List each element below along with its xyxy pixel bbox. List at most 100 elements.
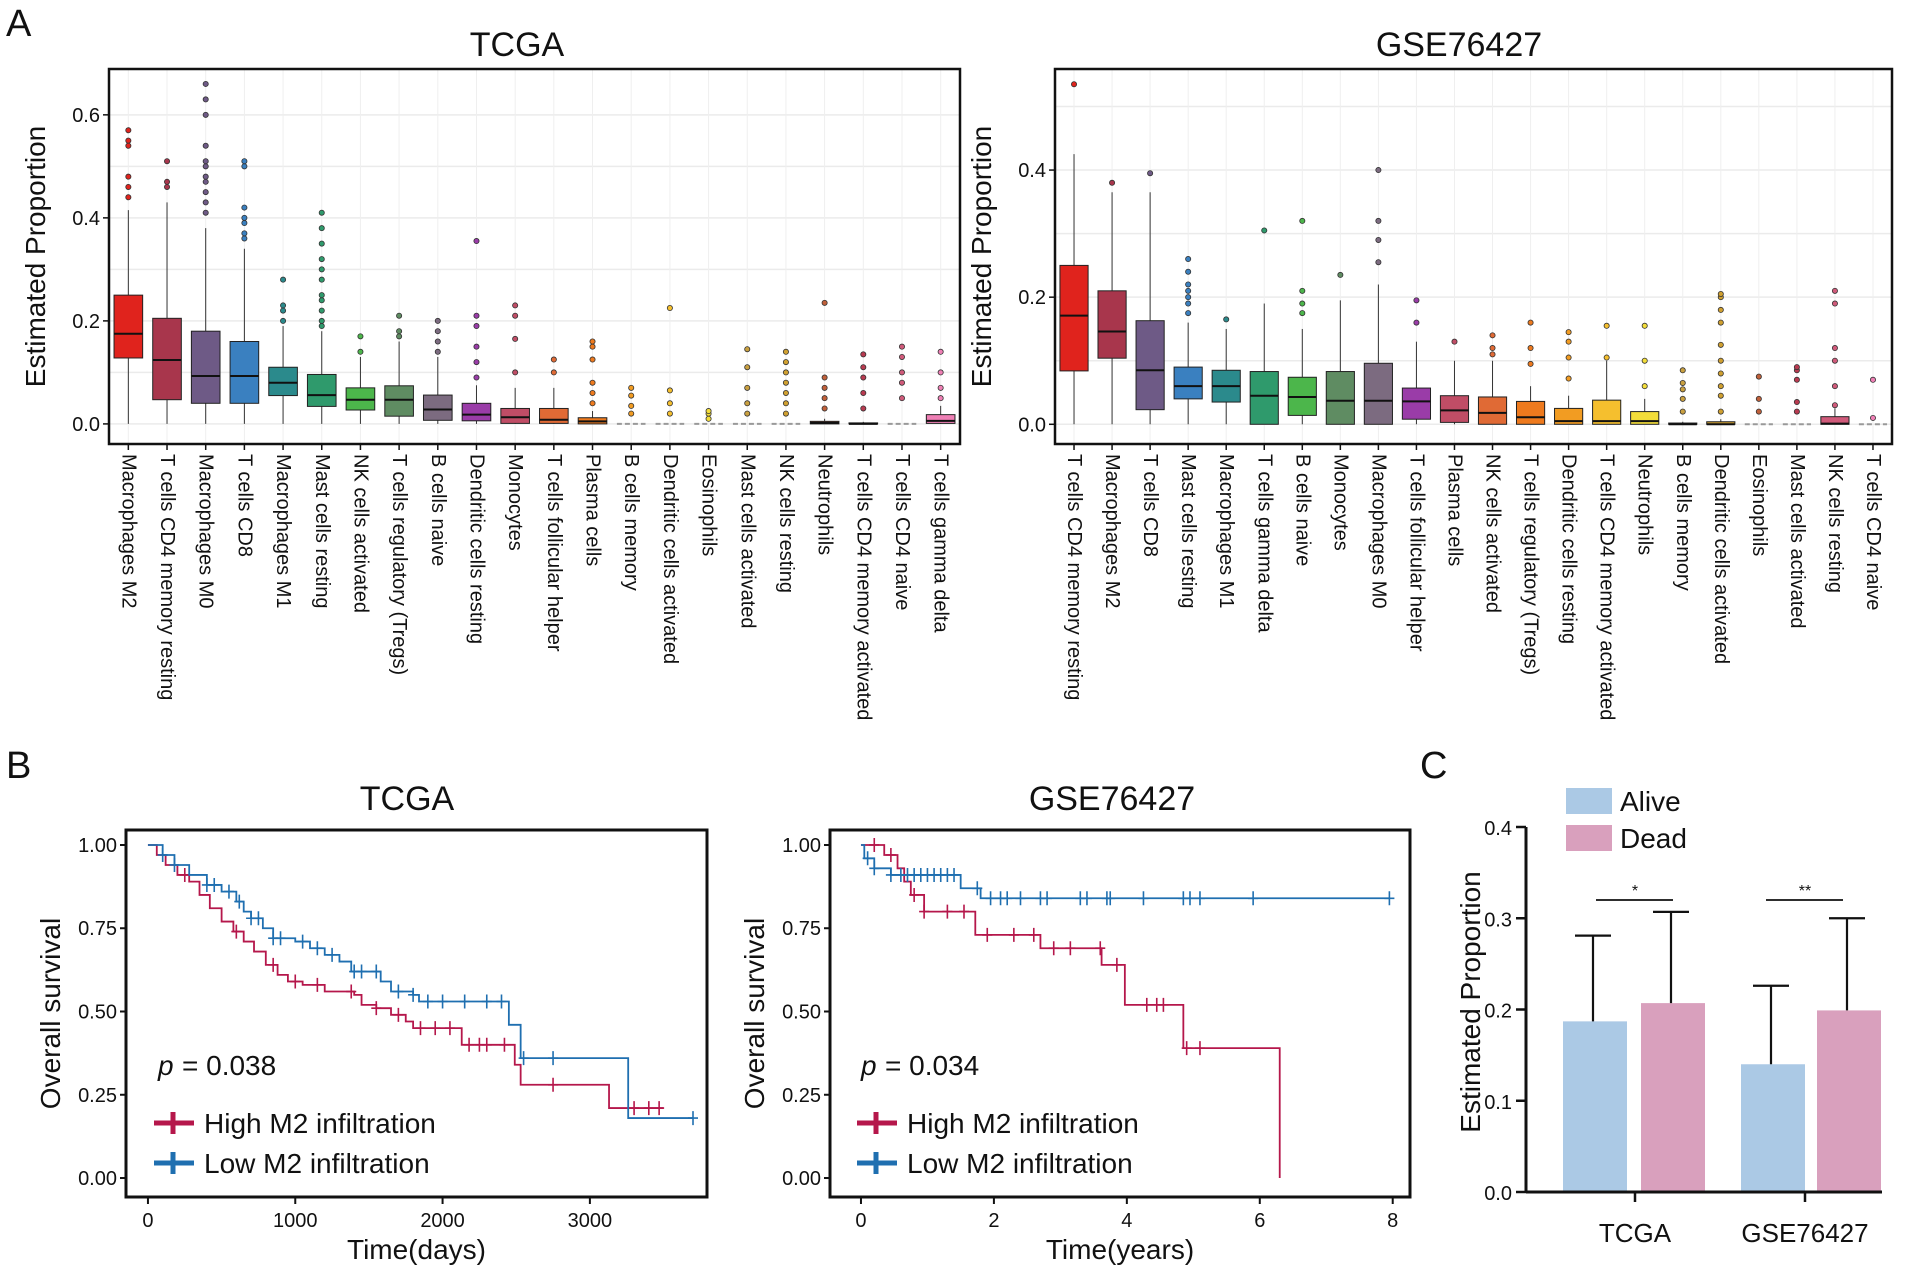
x-axis-title: Time(days) bbox=[347, 1234, 486, 1265]
outlier-point bbox=[628, 392, 635, 399]
outlier-point bbox=[1869, 376, 1876, 383]
box bbox=[500, 407, 530, 424]
outlier-point bbox=[1185, 287, 1192, 294]
censor-mark bbox=[972, 881, 983, 896]
legend-label: Dead bbox=[1620, 823, 1687, 854]
x-tick-label: 2000 bbox=[420, 1210, 465, 1232]
error-bar bbox=[1753, 984, 1789, 1065]
outlier-point bbox=[202, 209, 209, 216]
panel-letter-a: A bbox=[6, 3, 32, 45]
legend-label: Low M2 infiltration bbox=[204, 1148, 430, 1179]
outlier-point bbox=[1375, 259, 1382, 266]
censor-mark bbox=[209, 877, 220, 892]
outlier-point bbox=[318, 225, 325, 232]
outlier-point bbox=[202, 178, 209, 185]
outlier-point bbox=[1679, 395, 1686, 402]
outlier-point bbox=[1679, 408, 1686, 415]
outlier-point bbox=[434, 348, 441, 355]
outlier-point bbox=[589, 338, 596, 345]
outlier-point bbox=[666, 400, 673, 407]
x-tick-label: Dendritic cells activated bbox=[659, 454, 681, 664]
outlier-point bbox=[280, 276, 287, 283]
x-tick-label: 8 bbox=[1387, 1210, 1398, 1232]
outlier-point bbox=[898, 369, 905, 376]
box-13 bbox=[1554, 329, 1584, 425]
y-tick-label: 0.25 bbox=[78, 1085, 117, 1107]
censor-mark bbox=[422, 994, 433, 1009]
outlier-point bbox=[1603, 354, 1610, 361]
censor-mark bbox=[1065, 941, 1076, 956]
bar-dead bbox=[1817, 1010, 1881, 1192]
plot-frame bbox=[107, 67, 962, 446]
outlier-point bbox=[125, 127, 132, 134]
outlier-point bbox=[1299, 310, 1306, 317]
outlier-point bbox=[628, 410, 635, 417]
outlier-point bbox=[241, 235, 248, 242]
box-16 bbox=[732, 346, 762, 425]
outlier-point bbox=[860, 364, 867, 371]
censor-mark bbox=[393, 1007, 404, 1022]
x-tick-label: 6 bbox=[1254, 1210, 1265, 1232]
censor-mark bbox=[643, 1101, 654, 1116]
censor-mark bbox=[459, 994, 470, 1009]
y-tick-label: 0.00 bbox=[782, 1168, 821, 1190]
x-tick-label: 3000 bbox=[568, 1210, 613, 1232]
x-tick-label: Macrophages M2 bbox=[117, 454, 139, 609]
legend-label: Alive bbox=[1620, 786, 1681, 817]
y-tick-label: 1.00 bbox=[78, 835, 117, 857]
outlier-point bbox=[782, 348, 789, 355]
outlier-point bbox=[1755, 373, 1762, 380]
x-tick-label: Macrophages M0 bbox=[195, 454, 217, 609]
box bbox=[1249, 371, 1279, 425]
box-20 bbox=[1820, 287, 1850, 425]
box-12 bbox=[1515, 319, 1546, 425]
outlier-point bbox=[628, 402, 635, 409]
outlier-point bbox=[1375, 217, 1382, 224]
box-17 bbox=[1706, 290, 1736, 426]
outlier-point bbox=[1641, 322, 1648, 329]
x-tick-label: T cells follicular helper bbox=[543, 454, 565, 652]
censor-mark bbox=[356, 964, 367, 979]
box-21 bbox=[925, 348, 956, 424]
legend-swatch bbox=[1566, 825, 1612, 851]
outlier-point bbox=[1603, 322, 1610, 329]
boxplot-tcga: TCGA 0.0 0.2 0.4 0.6 Estimated Proportion Macr… bbox=[20, 26, 962, 720]
censor-mark bbox=[327, 947, 338, 962]
censor-mark bbox=[499, 1037, 510, 1052]
censor-mark bbox=[1248, 891, 1259, 906]
box bbox=[1401, 387, 1432, 420]
box-0 bbox=[1059, 81, 1089, 425]
legend-key bbox=[154, 1112, 194, 1134]
box-14 bbox=[1592, 322, 1622, 425]
censor-mark bbox=[223, 884, 234, 899]
legend-label: Low M2 infiltration bbox=[907, 1148, 1133, 1179]
outlier-point bbox=[1717, 306, 1724, 313]
outlier-point bbox=[1261, 227, 1268, 234]
outlier-point bbox=[821, 405, 828, 412]
outlier-point bbox=[782, 379, 789, 386]
box-21 bbox=[1858, 376, 1888, 426]
outlier-point bbox=[280, 307, 287, 314]
outlier-point bbox=[589, 379, 596, 386]
outlier-point bbox=[744, 410, 751, 417]
outlier-point bbox=[705, 415, 712, 422]
p-value: = 0.038 bbox=[182, 1050, 276, 1081]
box-15 bbox=[694, 408, 723, 425]
y-tick-label: 0.2 bbox=[1484, 1001, 1512, 1023]
x-tick-label: Mast cells activated bbox=[736, 454, 758, 629]
x-tick-label: Neutrophils bbox=[814, 454, 836, 555]
censor-mark bbox=[654, 1101, 665, 1116]
outlier-point bbox=[1413, 297, 1420, 304]
panel-letter-b: B bbox=[6, 745, 31, 787]
censor-mark bbox=[548, 1077, 559, 1092]
outlier-point bbox=[550, 356, 557, 363]
x-tick-label: Eosinophils bbox=[1748, 454, 1770, 556]
outlier-point bbox=[1831, 402, 1838, 409]
box bbox=[152, 317, 182, 401]
outlier-point bbox=[1565, 338, 1572, 345]
box-6 bbox=[1287, 217, 1317, 425]
outlier-point bbox=[628, 384, 635, 391]
x-tick-label: T cells CD4 memory resting bbox=[156, 454, 178, 700]
censor-mark bbox=[1008, 927, 1019, 942]
